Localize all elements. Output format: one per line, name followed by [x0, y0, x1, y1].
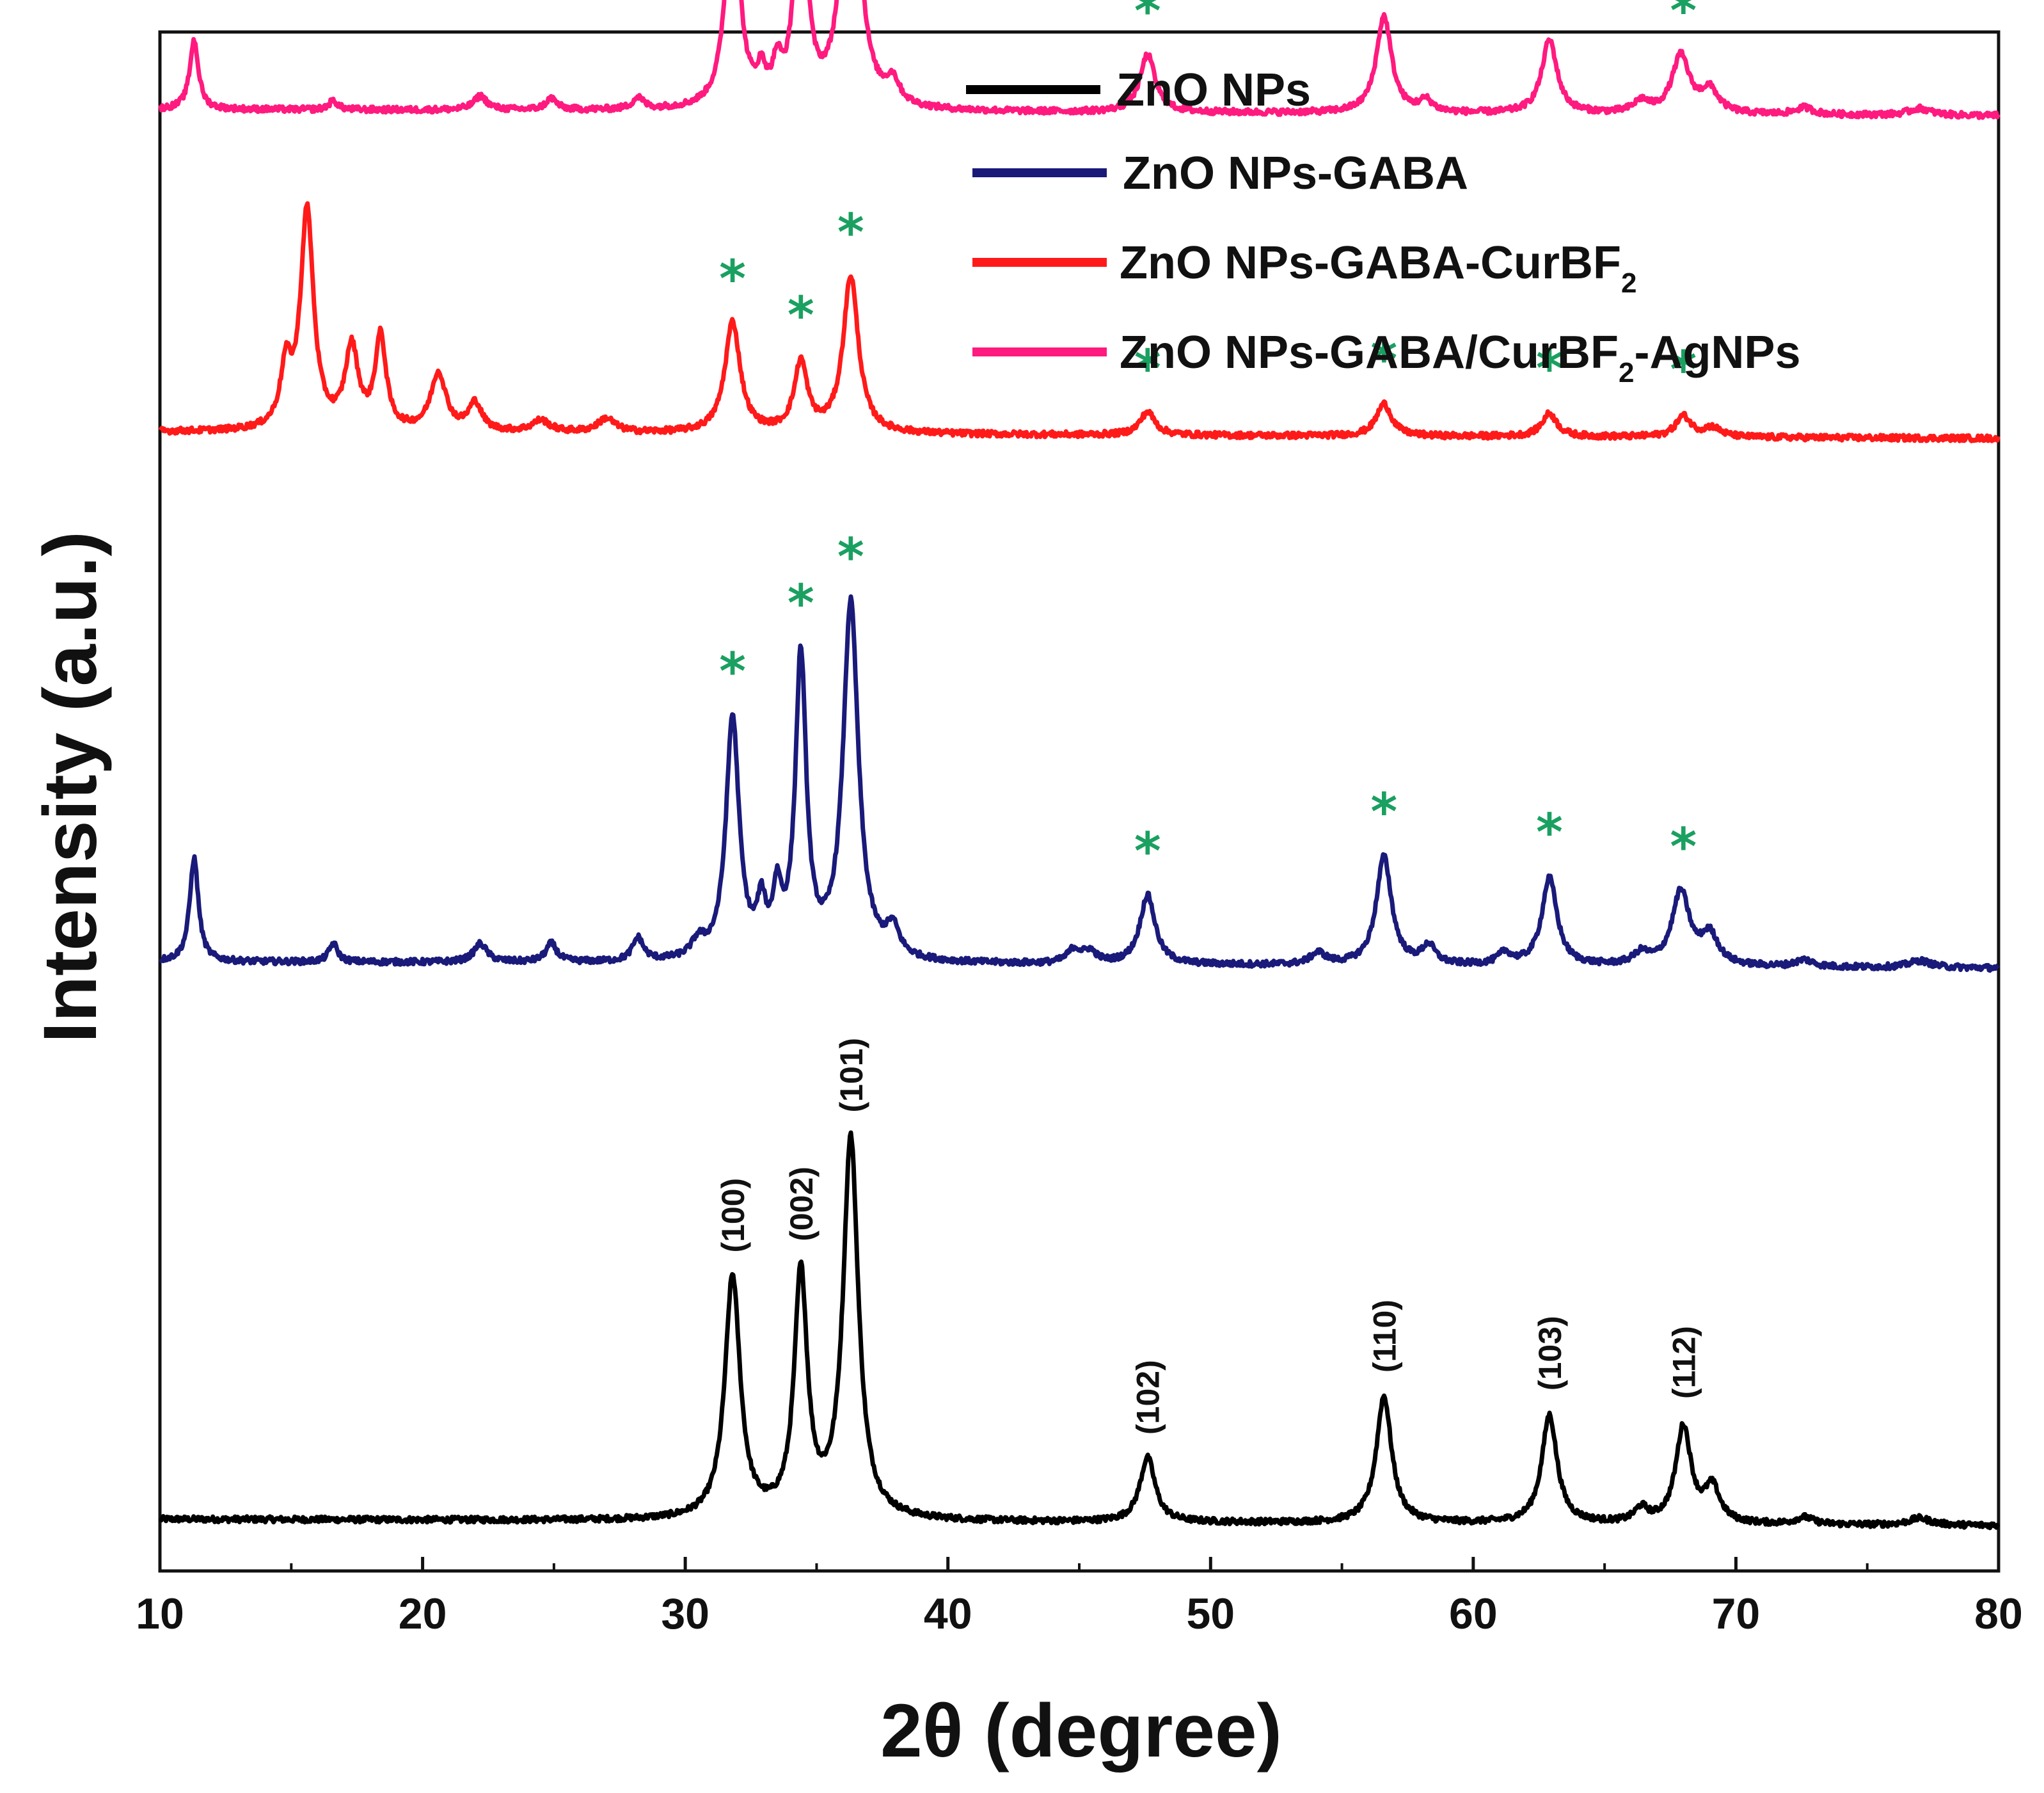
hkl-label-6: (112) [1666, 1326, 1702, 1399]
peak-star-s2-6: * [1670, 340, 1697, 400]
peak-star-s1-2: * [837, 527, 864, 587]
x-tick-label-20: 20 [399, 1590, 447, 1638]
x-tick-label-80: 80 [1974, 1590, 2023, 1638]
hkl-label-5: (103) [1532, 1316, 1568, 1391]
x-tick-label-40: 40 [924, 1590, 972, 1638]
legend-label-zno-gaba-curbf2: ZnO NPs-GABA-CurBF2 [1120, 237, 1636, 299]
peak-star-s3-6: * [1670, 0, 1697, 41]
x-tick-label-70: 70 [1712, 1590, 1761, 1638]
peak-star-s3-3: * [1134, 0, 1161, 41]
peak-star-s1-5: * [1536, 803, 1563, 863]
hkl-label-3: (102) [1130, 1360, 1166, 1435]
x-axis-ticks: 10 20 30 40 50 60 70 80 [136, 1557, 2023, 1638]
peak-star-s2-0: * [719, 250, 746, 309]
x-tick-label-60: 60 [1449, 1590, 1498, 1638]
peak-star-s3-5: * [1536, 0, 1563, 24]
peak-star-s2-4: * [1370, 330, 1397, 389]
series-line-1 [158, 594, 2000, 973]
legend-label-agnps-main: ZnO NPs-GABA/CurBF [1120, 327, 1619, 378]
peak-star-s1-6: * [1670, 817, 1697, 877]
x-tick-label-10: 10 [136, 1590, 184, 1638]
peak-star-s1-0: * [719, 642, 746, 701]
hkl-label-1: (002) [784, 1167, 820, 1241]
legend: ZnO NPs ZnO NPs-GABA ZnO NPs-GABA-CurBF2… [966, 65, 1800, 388]
annotation-layer: (100) (002) (101) (102) (110) (103) (112) * * * * *… [715, 0, 1702, 1435]
peak-star-s1-3: * [1134, 822, 1161, 881]
legend-label-zno-gaba-curbf2-main: ZnO NPs-GABA-CurBF [1120, 237, 1621, 289]
hkl-label-2: (101) [834, 1038, 869, 1113]
peak-star-s3-4: * [1370, 0, 1397, 1]
peak-star-s2-5: * [1536, 339, 1563, 398]
peak-star-s2-1: * [788, 285, 814, 345]
legend-label-agnps-sub: 2 [1619, 357, 1634, 388]
peak-star-s1-1: * [788, 573, 814, 633]
hkl-label-4: (110) [1367, 1300, 1402, 1373]
x-tick-label-50: 50 [1186, 1590, 1235, 1638]
series-line-0 [158, 1130, 2000, 1531]
x-tick-label-30: 30 [661, 1590, 709, 1638]
peak-star-s1-4: * [1370, 782, 1397, 841]
peak-star-s2-3: * [1134, 339, 1161, 398]
peak-star-s2-2: * [837, 203, 864, 262]
legend-label-zno-gaba-curbf2-sub: 2 [1621, 267, 1636, 299]
hkl-label-0: (100) [715, 1178, 751, 1253]
legend-label-agnps-tail: -AgNPs [1634, 327, 1800, 378]
y-axis-title: Intensity (a.u.) [28, 531, 113, 1043]
series-line-2 [158, 201, 2000, 443]
legend-label-agnps: ZnO NPs-GABA/CurBF2-AgNPs [1120, 327, 1800, 388]
series-line-3 [158, 0, 2000, 120]
legend-label-zno: ZnO NPs [1116, 65, 1311, 116]
legend-label-zno-gaba: ZnO NPs-GABA [1123, 148, 1468, 199]
series-layer [158, 0, 2000, 1531]
x-axis-title: 2θ (degree) [880, 1689, 1282, 1773]
